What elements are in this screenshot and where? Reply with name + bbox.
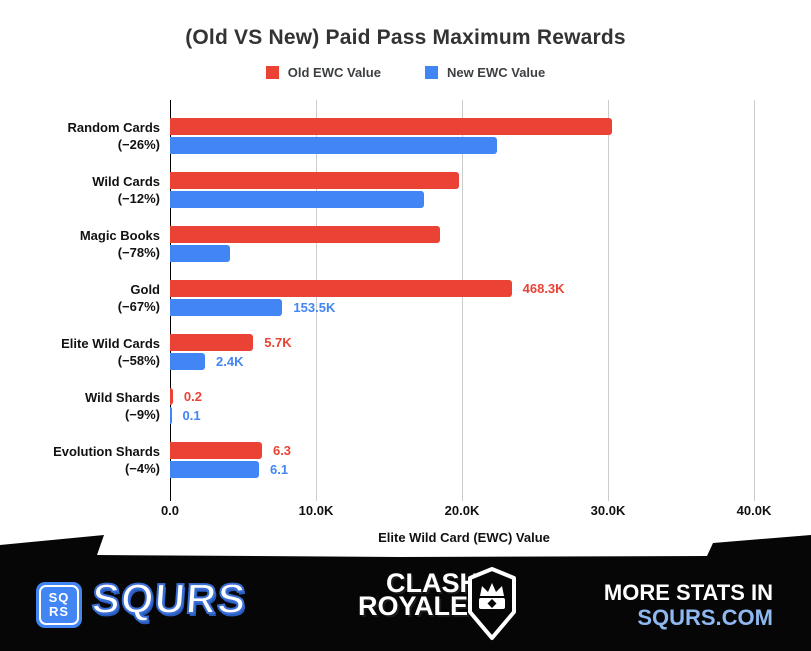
bar-old-elite-wild-cards bbox=[170, 334, 254, 351]
category-name: Evolution Shards bbox=[53, 444, 160, 459]
value-label: 5.7K bbox=[264, 335, 292, 350]
x-tick-label: 20.0K bbox=[444, 503, 480, 518]
bar-new-random-cards bbox=[170, 137, 498, 154]
category-name: Magic Books bbox=[79, 228, 160, 243]
clash-royale-logo: CLASH ROYALE bbox=[358, 566, 528, 646]
value-label: 6.3 bbox=[272, 443, 292, 458]
legend-item-old: Old EWC Value bbox=[265, 65, 381, 80]
category-delta: (−78%) bbox=[117, 245, 160, 260]
bar-new-gold bbox=[170, 299, 283, 316]
category-label: Random Cards (−26%) bbox=[0, 119, 160, 153]
x-tick-label: 10.0K bbox=[298, 503, 334, 518]
value-label: 2.4K bbox=[216, 354, 244, 369]
legend-label-new: New EWC Value bbox=[446, 65, 546, 80]
bar-old-evolution-shards bbox=[170, 442, 262, 459]
bar-new-evolution-shards bbox=[170, 461, 260, 478]
value-label: 0.2 bbox=[183, 389, 202, 404]
bar-old-magic-books bbox=[170, 226, 441, 243]
bar-old-wild-shards bbox=[170, 388, 173, 405]
category-label: Elite Wild Cards (−58%) bbox=[0, 335, 160, 369]
category-name: Gold bbox=[130, 282, 160, 297]
more-stats-block: MORE STATS IN SQURS.COM bbox=[604, 580, 773, 630]
category-name: Wild Shards bbox=[84, 390, 160, 405]
x-tick-label: 0.0 bbox=[160, 503, 180, 518]
category-name: Elite Wild Cards bbox=[61, 336, 160, 351]
gridline bbox=[316, 100, 317, 501]
sqrs-logo-text-bottom: RS bbox=[48, 604, 70, 619]
category-delta: (−12%) bbox=[117, 191, 160, 206]
category-label: Wild Cards (−12%) bbox=[0, 173, 160, 207]
bar-new-magic-books bbox=[170, 245, 230, 262]
chart-legend: Old EWC Value New EWC Value bbox=[0, 65, 811, 80]
category-name: Wild Cards bbox=[92, 174, 160, 189]
category-delta: (−4%) bbox=[124, 461, 160, 476]
category-label: Wild Shards (−9%) bbox=[0, 389, 160, 423]
chart-title: (Old VS New) Paid Pass Maximum Rewards bbox=[185, 26, 626, 49]
clash-royale-text-line2: ROYALE bbox=[358, 591, 469, 621]
legend-label-old: Old EWC Value bbox=[287, 65, 381, 80]
x-tick-label: 30.0K bbox=[590, 503, 626, 518]
x-tick-label: 40.0K bbox=[736, 503, 772, 518]
value-label: 6.1 bbox=[270, 462, 289, 477]
bar-new-elite-wild-cards bbox=[170, 353, 206, 370]
bar-old-gold bbox=[170, 280, 512, 297]
category-delta: (−58%) bbox=[117, 353, 160, 368]
category-delta: (−9%) bbox=[124, 407, 160, 422]
more-stats-line1: MORE STATS IN bbox=[603, 580, 773, 605]
bar-new-wild-shards bbox=[170, 407, 172, 424]
more-stats-line2: SQURS.COM bbox=[637, 605, 773, 630]
category-label: Magic Books (−78%) bbox=[0, 227, 160, 261]
bar-old-random-cards bbox=[170, 118, 613, 135]
category-label: Gold (−67%) bbox=[0, 281, 160, 315]
legend-item-new: New EWC Value bbox=[424, 65, 546, 80]
sqrs-wordmark: SQURS bbox=[89, 574, 249, 623]
bar-new-wild-cards bbox=[170, 191, 425, 208]
legend-swatch-old bbox=[265, 66, 279, 79]
clash-royale-text-line1: CLASH bbox=[386, 568, 479, 598]
value-label: 153.5K bbox=[293, 300, 336, 315]
sqrs-logo-icon: SQ RS bbox=[36, 582, 82, 628]
category-delta: (−26%) bbox=[117, 137, 160, 152]
gridline bbox=[608, 100, 609, 501]
x-axis-title: Elite Wild Card (EWC) Value bbox=[378, 530, 550, 545]
clash-royale-shield-icon bbox=[468, 567, 516, 640]
gridline bbox=[754, 100, 755, 501]
sqrs-logo-text-top: SQ bbox=[48, 590, 70, 605]
bar-old-wild-cards bbox=[170, 172, 460, 189]
value-label: 468.3K bbox=[522, 281, 565, 296]
sqrs-logo-inner-frame: SQ RS bbox=[39, 585, 79, 625]
legend-swatch-new bbox=[424, 66, 438, 79]
category-delta: (−67%) bbox=[117, 299, 160, 314]
value-label: 0.1 bbox=[182, 408, 201, 423]
category-name: Random Cards bbox=[67, 120, 160, 135]
category-label: Evolution Shards (−4%) bbox=[0, 443, 160, 477]
gridline bbox=[462, 100, 463, 501]
